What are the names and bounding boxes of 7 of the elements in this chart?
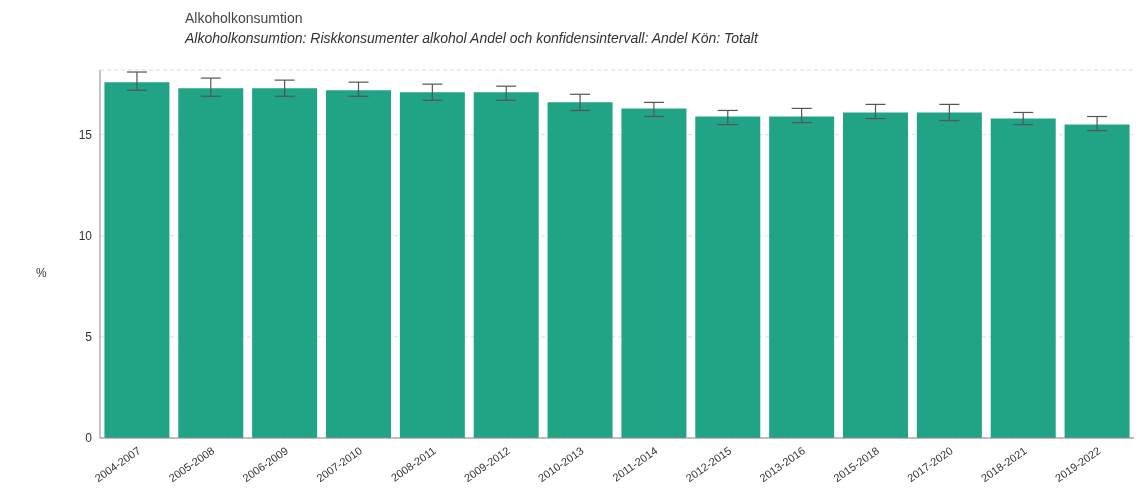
y-tick-label: 5 [85,330,93,345]
y-tick-label: 0 [85,431,93,446]
y-tick-label: 10 [78,229,93,244]
chart-subtitle: Alkoholkonsumtion: Riskkonsumenter alkohol Andel och konfidensintervall: Andel Kön: Totalt [185,30,758,46]
y-tick-label: 15 [78,127,93,142]
chart-title: Alkoholkonsumtion [185,10,303,26]
y-axis-title: % [36,266,47,280]
